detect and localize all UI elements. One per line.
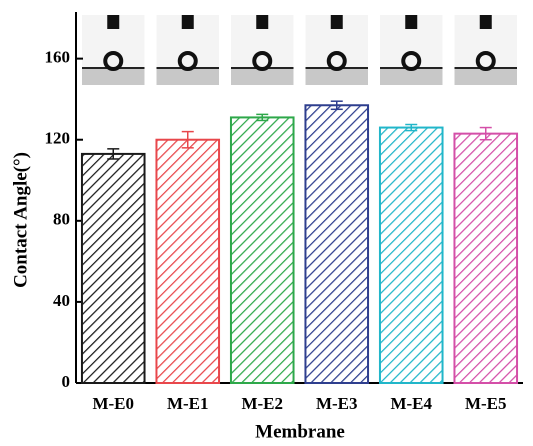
y-tick-label: 0 <box>62 372 71 391</box>
needle <box>181 15 194 29</box>
droplet-image <box>231 15 294 85</box>
substrate <box>156 68 219 85</box>
error-bar <box>405 123 418 132</box>
droplet <box>252 51 273 71</box>
needle <box>107 15 120 29</box>
bar <box>378 126 444 385</box>
x-tick-label: M-E2 <box>241 394 283 413</box>
bar <box>155 138 221 384</box>
droplet <box>475 51 496 71</box>
x-tick-label: M-E4 <box>390 394 432 413</box>
droplet <box>103 51 124 71</box>
droplet-image <box>454 15 517 85</box>
error-bar <box>181 130 194 149</box>
substrate <box>82 68 145 85</box>
x-tick-label: M-E3 <box>316 394 358 413</box>
bar <box>304 104 370 384</box>
needle <box>330 15 343 29</box>
droplet-image <box>380 15 443 85</box>
droplet <box>401 51 422 71</box>
x-tick-label: M-E1 <box>167 394 209 413</box>
droplet-images <box>82 15 517 85</box>
substrate <box>380 68 443 85</box>
x-tick-label: M-E5 <box>465 394 507 413</box>
y-tick-label: 40 <box>53 291 70 310</box>
error-bar <box>479 126 492 141</box>
y-tick-label: 160 <box>45 48 71 67</box>
droplet <box>326 51 347 71</box>
x-tick-label: M-E0 <box>92 394 134 413</box>
y-tick-label: 120 <box>45 129 71 148</box>
droplet-image <box>156 15 219 85</box>
error-bar <box>107 148 120 160</box>
substrate <box>305 68 368 85</box>
substrate <box>454 68 517 85</box>
bar <box>229 116 295 384</box>
y-axis-title: Contact Angle(°) <box>10 152 31 288</box>
droplet-image <box>82 15 145 85</box>
x-axis-title: Membrane <box>255 421 345 442</box>
y-tick-label: 80 <box>53 210 70 229</box>
error-bar <box>256 113 269 122</box>
needle <box>479 15 492 29</box>
droplet-image <box>305 15 368 85</box>
error-bar <box>330 100 343 111</box>
bar <box>453 132 519 384</box>
needle <box>405 15 418 29</box>
bar <box>80 152 146 384</box>
needle <box>256 15 269 29</box>
droplet <box>177 51 198 71</box>
substrate <box>231 68 294 85</box>
